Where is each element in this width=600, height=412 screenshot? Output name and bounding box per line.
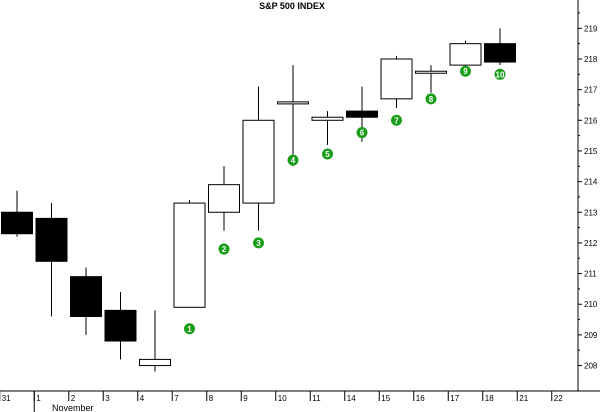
candle-body <box>1 211 33 235</box>
x-tick-label: 31 <box>2 394 11 403</box>
x-tick-label: 7 <box>174 394 179 403</box>
candle-body <box>70 276 102 317</box>
y-tick-label: 213 <box>584 208 598 217</box>
annotations-layer: 1 2 3 4 5 6 7 8 9 10 <box>184 65 506 335</box>
y-tick-label: 214 <box>584 178 598 187</box>
y-tick-label: 209 <box>584 331 598 340</box>
y-tick-label: 210 <box>584 300 598 309</box>
badge-label: 7 <box>394 116 399 125</box>
badge-label: 10 <box>496 70 505 79</box>
x-tick-label: 14 <box>347 394 356 403</box>
candle-body <box>380 58 413 100</box>
badge-label: 1 <box>187 325 192 334</box>
annotation-badge: 1 <box>184 323 195 335</box>
x-tick-label: 17 <box>450 394 459 403</box>
badge-label: 4 <box>291 156 296 165</box>
candle-body <box>415 70 447 74</box>
annotation-badge: 4 <box>287 154 299 166</box>
candle-body <box>104 309 137 342</box>
badge-circle <box>391 114 402 126</box>
candle <box>70 267 102 335</box>
x-axis: 31 1 2 3 4 7 8 9 10 11 14 15 16 17 18 21 22 <box>0 390 600 412</box>
x-tick-label: 11 <box>312 394 321 403</box>
badge-circle <box>494 68 506 80</box>
x-tick-label: 18 <box>485 394 494 403</box>
candle-body <box>139 358 171 367</box>
x-tick-label: 15 <box>381 394 390 403</box>
chart-title: S&P 500 INDEX <box>259 1 325 11</box>
badge-circle <box>184 323 195 335</box>
candle-body <box>449 43 482 66</box>
candle-body <box>242 119 275 204</box>
x-tick-label: 10 <box>278 394 287 403</box>
y-tick-label: 219 <box>584 24 598 33</box>
badge-circle <box>460 65 471 77</box>
y-tick-label: 218 <box>584 55 598 64</box>
candle <box>484 28 516 66</box>
annotation-badge: 9 <box>460 65 471 77</box>
candle <box>35 203 68 317</box>
badge-circle <box>322 148 333 160</box>
candle-body <box>277 101 309 105</box>
candle-body <box>484 43 516 63</box>
x-tick-label: 3 <box>105 394 110 403</box>
badge-circle <box>253 237 264 249</box>
candle-body <box>173 202 206 308</box>
x-tick-label: 22 <box>554 394 563 403</box>
candle-body <box>346 110 378 118</box>
candle <box>242 86 275 231</box>
y-tick-label: 211 <box>584 270 597 279</box>
y-tick-label: 208 <box>584 362 598 371</box>
badge-label: 8 <box>429 95 434 104</box>
candle-body <box>208 184 240 213</box>
candle-body <box>311 116 344 121</box>
badge-circle <box>287 154 299 166</box>
candle <box>139 310 171 372</box>
candle <box>277 65 309 167</box>
x-tick-label: 2 <box>71 394 76 403</box>
candles-layer <box>1 28 516 372</box>
badge-label: 5 <box>325 150 330 159</box>
candle <box>208 166 240 231</box>
badge-label: 2 <box>222 245 227 254</box>
x-tick-label: 1 <box>36 394 41 403</box>
candle <box>173 200 206 308</box>
badge-circle <box>218 243 230 255</box>
y-tick-label: 212 <box>584 239 598 248</box>
badge-circle <box>425 93 437 105</box>
candle <box>415 65 447 93</box>
badge-label: 6 <box>360 129 365 138</box>
candle <box>311 111 344 145</box>
annotation-badge: 5 <box>322 148 333 160</box>
annotation-badge: 7 <box>391 114 402 126</box>
x-tick-label: 8 <box>209 394 214 403</box>
candle <box>1 190 33 237</box>
candle <box>104 291 137 360</box>
y-axis: 208 209 210 211 212 213 214 215 216 217 218 219 <box>577 0 598 391</box>
candle-body <box>35 217 68 262</box>
annotation-badge: 6 <box>356 127 368 139</box>
badge-label: 3 <box>256 239 261 248</box>
x-tick-label: 21 <box>519 394 528 403</box>
y-tick-label: 215 <box>584 147 598 156</box>
y-tick-label: 216 <box>584 116 598 125</box>
annotation-badge: 8 <box>425 93 437 105</box>
x-tick-label: 4 <box>140 394 145 403</box>
x-tick-label: 9 <box>243 394 248 403</box>
x-tick-label: 16 <box>416 394 425 403</box>
badge-circle <box>356 127 368 139</box>
annotation-badge: 10 <box>494 68 506 80</box>
y-tick-label: 217 <box>584 86 598 95</box>
candle <box>380 55 413 109</box>
annotation-badge: 3 <box>253 237 264 249</box>
month-label: November <box>52 403 94 412</box>
badge-label: 9 <box>463 67 468 76</box>
annotation-badge: 2 <box>218 243 230 255</box>
